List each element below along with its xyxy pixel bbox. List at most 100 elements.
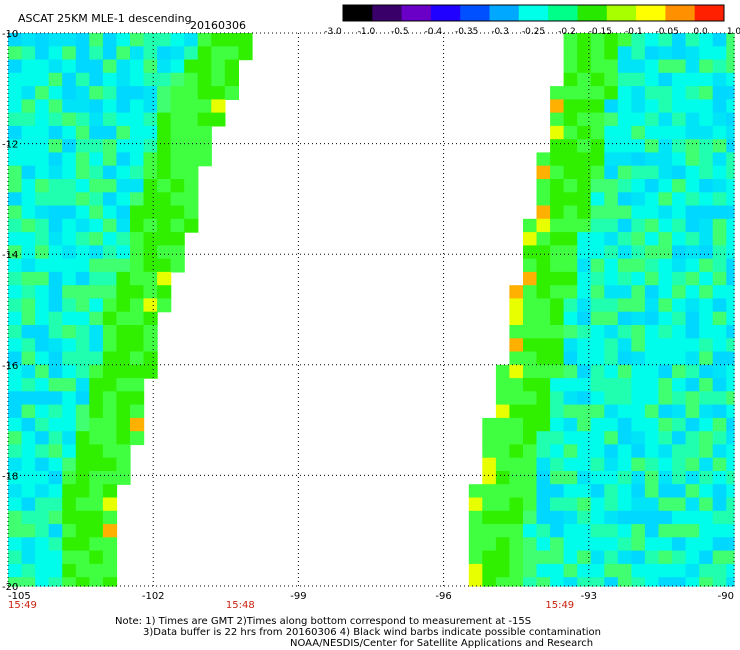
swath-cell [184,192,199,207]
swath-cell [143,125,158,140]
swath-cell [685,364,700,379]
swath-cell [726,325,735,339]
swath-cell [75,325,90,339]
swath-cell [116,59,131,74]
swath-cell [8,577,23,587]
swath-cell [75,72,90,87]
swath-cell [130,139,145,154]
swath-cell [699,86,714,100]
swath-cell [21,59,36,74]
swath-cell [590,563,605,578]
swath-cell [62,471,77,485]
swath-cell [130,33,145,47]
swath-cell [644,391,660,406]
swath-cell [35,351,50,366]
swath-cell [631,404,646,419]
swath-cell [590,152,605,167]
swath-cell [631,258,646,273]
swath-cell [143,33,158,47]
swath-cell [102,510,118,525]
swath-cell [48,577,63,587]
swath-cell [685,165,700,180]
swath-cell [8,179,23,193]
swath-cell [726,271,735,286]
swath-cell [130,218,145,233]
swath-cell [89,205,104,220]
swath-cell [590,404,605,419]
swath-cell [35,457,50,472]
swath-cell [712,86,727,100]
swath-cell [644,245,660,260]
swath-cell [48,139,63,154]
swath-cell [130,125,145,140]
swath-cell [536,245,551,260]
swath-cell [699,563,714,578]
swath-cell [89,537,104,552]
swath-cell [699,245,714,260]
swath-cell [62,258,77,273]
swath-cell [157,258,172,273]
swath-cell [62,125,77,140]
swath-cell [75,232,90,246]
swath-cell [482,417,497,432]
swath-cell [617,298,632,313]
swath-cell [726,577,735,587]
swath-cell [550,245,565,260]
swath-cell [143,364,158,379]
swath-cell [699,537,714,552]
swath-cell [658,271,673,286]
swath-cell [699,351,714,366]
swath-cell [617,444,632,459]
swath-cell [644,431,660,446]
swath-cell [644,192,660,207]
swath-cell [35,325,50,339]
swath-cell [62,179,77,193]
swath-cell [726,218,735,233]
swath-cell [184,152,199,167]
swath-cell [102,391,118,406]
swath-cell [577,139,592,154]
swath-cell [35,205,50,220]
swath-cell [563,311,578,326]
swath-cell [75,152,90,167]
swath-cell [550,218,565,233]
swath-cell [8,165,23,180]
swath-cell [726,33,735,47]
swath-cell [62,232,77,246]
swath-cell [590,298,605,313]
swath-cell [224,72,239,87]
swath-cell [699,46,714,61]
swath-cell [590,271,605,286]
swath-cell [170,112,185,127]
swath-cell [482,457,497,472]
swath-cell [116,139,131,154]
swath-cell [563,577,578,587]
swath-cell [550,563,565,578]
swath-cell [563,524,578,538]
swath-cell [21,33,36,47]
swath-cell [8,550,23,565]
swath-cell [495,417,511,432]
swath-cell [102,72,118,87]
swath-cell [672,258,687,273]
swath-cell [116,471,131,485]
swath-cell [685,471,700,485]
swath-cell [644,524,660,538]
swath-cell [644,338,660,353]
swath-cell [604,457,619,472]
swath-cell [617,86,632,100]
swath-cell [48,165,63,180]
swath-cell [604,510,619,525]
swath-cell [590,550,605,565]
swath-cell [631,192,646,207]
swath-cell [8,245,23,260]
swath-cell [8,484,23,499]
swath-cell [590,431,605,446]
swath-cell [644,404,660,419]
swath-cell [89,218,104,233]
swath-cell [577,72,592,87]
swath-cell [672,86,687,100]
swath-cell [550,404,565,419]
swath-cell [62,563,77,578]
swath-cell [644,152,660,167]
